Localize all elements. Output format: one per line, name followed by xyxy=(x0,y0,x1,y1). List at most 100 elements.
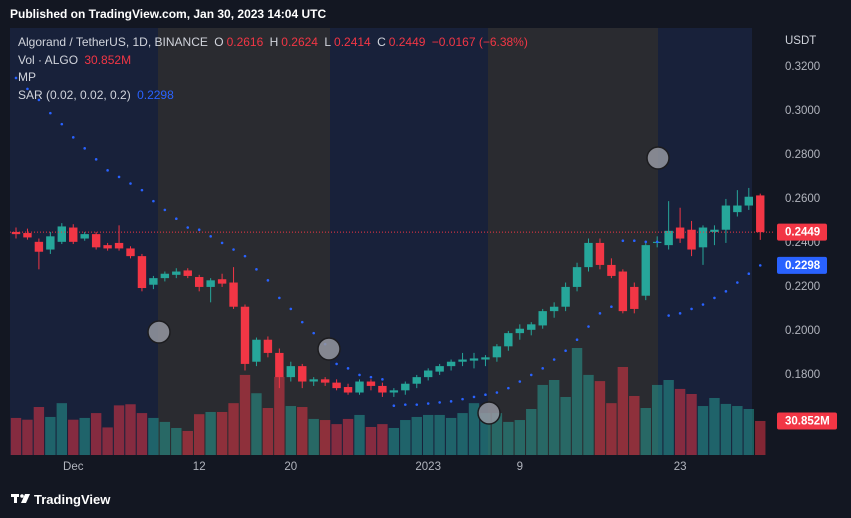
volume-bar xyxy=(571,348,583,455)
legend: Algorand / TetherUS, 1D, BINANCE O 0.2616… xyxy=(18,34,531,104)
candle-body xyxy=(756,195,765,233)
volume-bar xyxy=(400,420,411,455)
candle-body xyxy=(137,256,147,289)
volume-bar xyxy=(136,413,148,455)
volume-bar xyxy=(148,417,159,455)
sar-dot xyxy=(14,76,18,80)
sar-dot xyxy=(621,239,625,243)
candle-body xyxy=(240,306,250,364)
sar-dot xyxy=(49,111,52,115)
volume-bar xyxy=(125,404,136,455)
sar-value: 0.2298 xyxy=(137,87,174,102)
volume-bar xyxy=(33,407,45,455)
volume-bar xyxy=(342,418,354,455)
volume-bar xyxy=(548,379,560,455)
volume-bar xyxy=(617,366,629,455)
volume-bar xyxy=(262,408,274,455)
volume-bar xyxy=(697,406,709,455)
candle-body xyxy=(675,227,685,239)
volume-bar xyxy=(480,413,491,455)
mp-marker xyxy=(317,337,341,361)
x-tick-label: 9 xyxy=(517,461,523,473)
volume-bar xyxy=(159,421,171,455)
volume-bar xyxy=(434,414,445,455)
volume-bar xyxy=(205,411,216,455)
sar-dot xyxy=(152,199,155,203)
volume-bar xyxy=(45,416,56,455)
sar-dot xyxy=(300,320,304,324)
sar-dot xyxy=(633,239,636,243)
volume-layer xyxy=(10,348,766,455)
sar-layer xyxy=(14,76,762,408)
logo-shape xyxy=(14,494,17,503)
volume-bar xyxy=(274,376,285,455)
volume-bar xyxy=(503,421,514,455)
y-tick-label: 0.3200 xyxy=(785,61,820,73)
candle-body xyxy=(343,387,353,393)
y-tick-label: 0.2800 xyxy=(785,149,820,161)
price-label: 0.2298 xyxy=(785,260,821,272)
volume-bar xyxy=(491,413,503,455)
candle-body xyxy=(114,242,124,249)
volume-bar xyxy=(68,419,79,455)
sar-dot xyxy=(758,264,762,267)
volume-bar xyxy=(239,374,251,455)
volume-bar xyxy=(526,409,537,455)
volume-bar xyxy=(377,424,388,455)
candle-body xyxy=(149,278,158,285)
ohlc-value: 0.2616 xyxy=(226,35,264,49)
price-label: 30.852M xyxy=(785,415,830,427)
volume-bar xyxy=(285,406,296,455)
candle-body xyxy=(57,226,66,242)
tv-logo xyxy=(11,494,30,503)
candle-body xyxy=(229,282,238,307)
x-tick-label: 20 xyxy=(284,461,297,473)
candle-body xyxy=(160,273,170,279)
candle-body xyxy=(424,370,433,378)
sar-dot xyxy=(690,307,693,311)
volume-bar xyxy=(388,427,400,455)
ohlc-value: 0.2624 xyxy=(281,35,318,49)
volume-bar xyxy=(297,407,308,455)
sar-dot xyxy=(541,367,544,370)
sar-dot xyxy=(60,122,64,126)
volume-bar xyxy=(308,418,319,455)
candle-body xyxy=(446,361,456,367)
y-tick-label: 0.2200 xyxy=(785,281,820,293)
sar-dot xyxy=(289,307,293,311)
sar-dot xyxy=(598,312,602,315)
change-value: −0.0167 (−6.38%) xyxy=(431,35,528,49)
ohlc-value: 0.2449 xyxy=(388,35,426,49)
sar-dot xyxy=(552,358,556,361)
volume-bar xyxy=(743,409,754,455)
sar-dot xyxy=(381,378,384,381)
mp-markers xyxy=(147,146,670,425)
candle-body xyxy=(34,241,44,252)
sar-dot xyxy=(507,386,510,390)
volume-bar xyxy=(22,419,33,455)
published-note: Published on TradingView.com, Jan 30, 20… xyxy=(10,7,327,21)
candle-body xyxy=(195,277,204,287)
volume-bar xyxy=(216,411,228,455)
volume-bar xyxy=(652,384,663,455)
x-tick-label: Dec xyxy=(63,461,84,473)
sar-dot xyxy=(529,373,533,377)
x-tick-label: 23 xyxy=(674,461,687,473)
sar-dot xyxy=(644,240,648,244)
volume-bar xyxy=(445,417,457,455)
volume-bar xyxy=(331,424,342,455)
sar-dot xyxy=(724,290,728,293)
candle-body xyxy=(252,339,261,362)
candle-body xyxy=(595,242,605,265)
volume-bar xyxy=(113,405,125,455)
volume-bar xyxy=(663,379,674,455)
candle-body xyxy=(103,245,112,249)
candle-body xyxy=(607,264,616,276)
y-tick-label: 0.3000 xyxy=(785,105,820,117)
volume-bar xyxy=(423,414,434,455)
candle-body xyxy=(515,328,524,334)
candle-body xyxy=(710,229,719,232)
candle-body xyxy=(572,267,582,287)
candle-body xyxy=(435,366,444,372)
